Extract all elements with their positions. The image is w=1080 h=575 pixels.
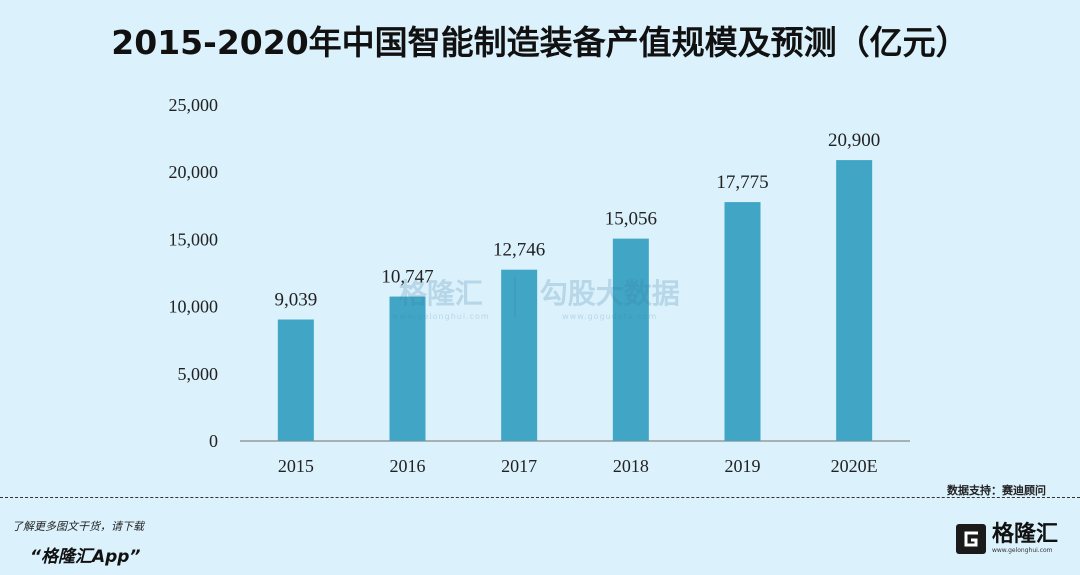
y-tick-label: 10,000 [169,297,219,317]
brand-url: www.gelonghui.com [991,547,1053,554]
footer-note: 了解更多图文干货，请下载 [12,520,144,533]
x-tick-label: 2016 [390,456,426,476]
y-tick-label: 0 [209,431,218,451]
data-label: 20,900 [828,130,880,151]
data-label: 12,746 [493,240,545,261]
y-tick-label: 5,000 [178,364,219,384]
data-source: 数据支持：赛迪顾问 [947,484,1046,497]
x-tick-label: 2020E [831,456,878,476]
data-label: 9,039 [274,290,317,311]
y-tick-label: 20,000 [169,162,219,182]
x-tick-label: 2019 [725,456,761,476]
footer-divider [0,497,1080,498]
bar-chart: 0 5,000 10,000 15,000 20,000 25,000 9,039 2015 1… [169,95,910,476]
x-tick-label: 2018 [613,456,649,476]
y-tick-label: 25,000 [169,95,219,115]
bar [389,296,426,441]
data-label: 15,056 [605,209,657,230]
footer-app-name: “格隆汇App” [30,547,141,567]
bar [612,238,649,441]
chart-title: 2015-2020年中国智能制造装备产值规模及预测（亿元） [111,23,969,62]
gelonghui-logo-icon [955,524,986,554]
bar [501,269,538,441]
x-tick-label: 2015 [278,456,314,476]
data-label: 17,775 [716,172,768,193]
bar [724,202,761,441]
brand-name: 格隆汇 [991,522,1058,547]
x-tick-label: 2017 [501,456,537,476]
bar [277,319,314,441]
y-tick-label: 15,000 [169,229,219,249]
data-label: 10,747 [381,267,433,288]
brand-logo: 格隆汇 www.gelonghui.com [955,522,1058,556]
bar [836,160,873,441]
